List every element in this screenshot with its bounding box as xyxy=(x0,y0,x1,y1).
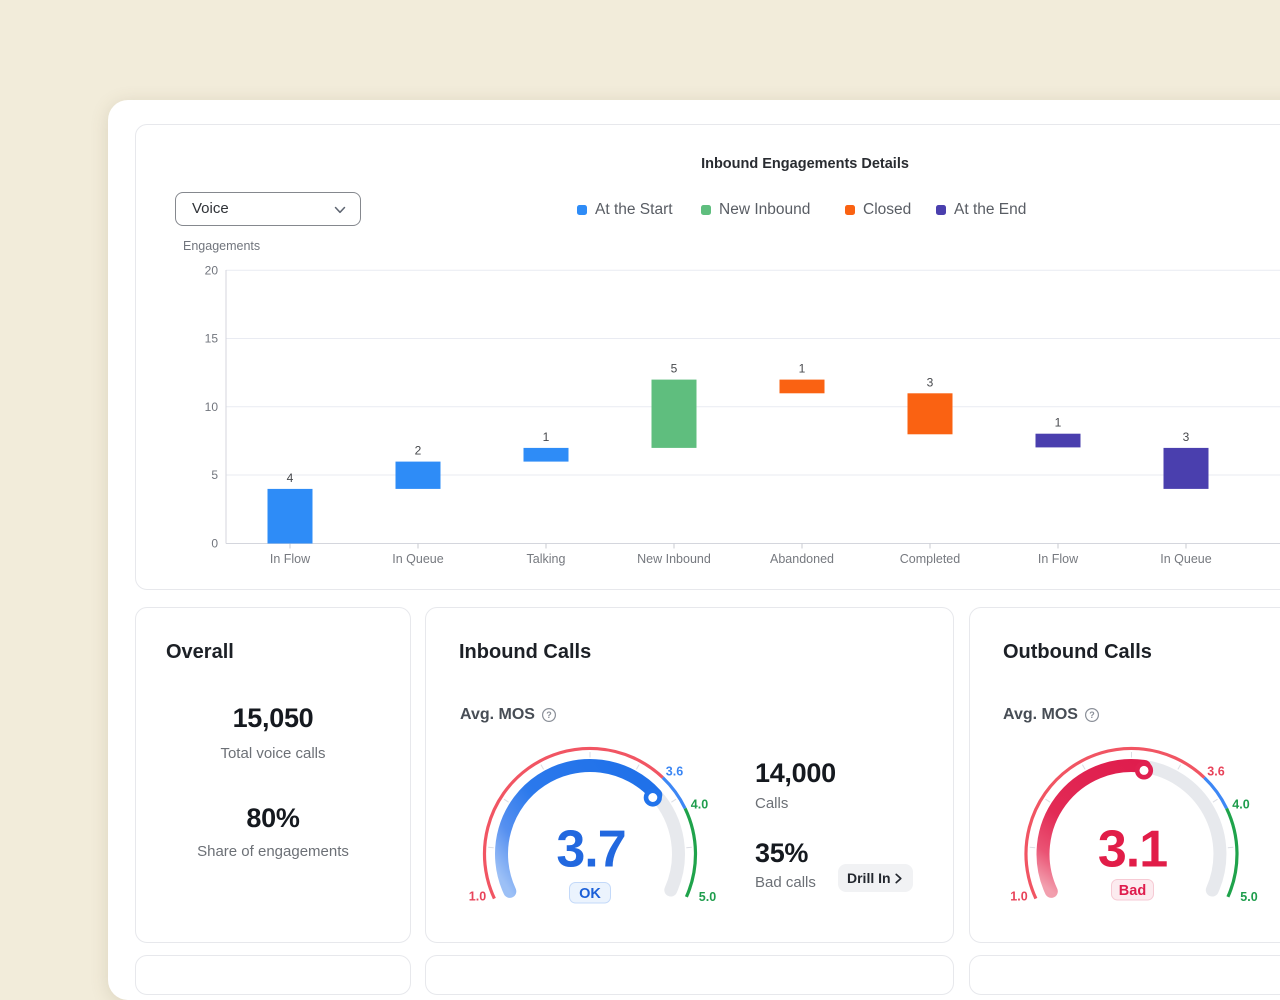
svg-text:4.0: 4.0 xyxy=(1232,798,1249,812)
svg-text:5: 5 xyxy=(671,362,678,376)
svg-text:3.6: 3.6 xyxy=(1207,765,1224,779)
svg-text:In Queue: In Queue xyxy=(1160,552,1211,566)
svg-text:3.7: 3.7 xyxy=(556,821,625,879)
svg-text:OK: OK xyxy=(579,886,601,902)
svg-text:1: 1 xyxy=(543,430,550,444)
svg-text:5.0: 5.0 xyxy=(699,890,716,904)
svg-text:1.0: 1.0 xyxy=(1010,890,1027,904)
svg-text:4: 4 xyxy=(287,471,294,485)
svg-text:In Queue: In Queue xyxy=(392,552,443,566)
svg-text:?: ? xyxy=(1089,710,1095,720)
svg-text:15: 15 xyxy=(205,332,219,346)
svg-text:5: 5 xyxy=(211,468,218,482)
svg-text:?: ? xyxy=(546,710,552,720)
svg-text:3.1: 3.1 xyxy=(1098,821,1167,879)
svg-text:1: 1 xyxy=(1055,416,1062,430)
svg-text:Engagements: Engagements xyxy=(183,239,260,253)
svg-text:1: 1 xyxy=(799,362,806,376)
svg-text:Talking: Talking xyxy=(527,552,566,566)
svg-text:20: 20 xyxy=(205,263,219,277)
svg-text:3.6: 3.6 xyxy=(666,765,683,779)
svg-text:In Flow: In Flow xyxy=(270,552,311,566)
svg-text:0: 0 xyxy=(211,537,218,551)
svg-text:Completed: Completed xyxy=(900,552,960,566)
svg-text:1.0: 1.0 xyxy=(469,890,486,904)
svg-text:2: 2 xyxy=(415,444,422,458)
svg-text:Bad: Bad xyxy=(1119,883,1146,899)
svg-text:Abandoned: Abandoned xyxy=(770,552,834,566)
svg-text:3: 3 xyxy=(1183,430,1190,444)
svg-text:10: 10 xyxy=(205,400,219,414)
svg-text:4.0: 4.0 xyxy=(691,798,708,812)
svg-text:In Flow: In Flow xyxy=(1038,552,1079,566)
svg-text:5.0: 5.0 xyxy=(1240,890,1257,904)
svg-text:New Inbound: New Inbound xyxy=(637,552,711,566)
svg-text:3: 3 xyxy=(927,375,934,389)
